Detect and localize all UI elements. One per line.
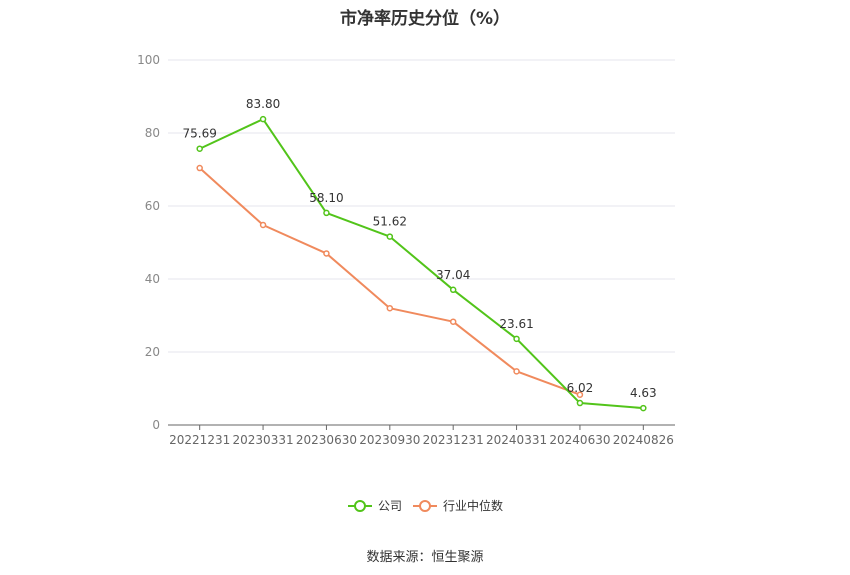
- y-tick-label: 0: [152, 418, 160, 432]
- company-data-label: 6.02: [567, 381, 594, 395]
- x-tick-label: 20240630: [549, 433, 610, 447]
- company-data-label: 23.61: [499, 317, 533, 331]
- company-data-point: [196, 145, 203, 152]
- company-data-point: [640, 404, 647, 412]
- industry-data-point: [513, 368, 520, 375]
- company-data-label: 51.62: [373, 215, 407, 229]
- legend-company-marker: [354, 500, 366, 512]
- y-tick-label: 40: [145, 272, 160, 286]
- legend-industry-label: 行业中位数: [443, 498, 503, 513]
- company-data-point: [449, 286, 457, 294]
- x-tick-label: 20240331: [486, 433, 547, 447]
- company-data-point: [259, 115, 267, 123]
- company-data-label: 4.63: [630, 386, 657, 400]
- y-tick-label: 60: [145, 199, 160, 213]
- company-data-point: [386, 233, 394, 240]
- company-data-label: 83.80: [246, 97, 280, 111]
- y-tick-label: 20: [145, 345, 160, 359]
- chart-title: 市净率历史分位（%）: [339, 9, 511, 29]
- x-tick-label: 20240826: [613, 433, 674, 447]
- company-data-point: [576, 399, 584, 407]
- x-tick-label: 20221231: [169, 433, 230, 447]
- company-data-label: 75.69: [183, 127, 217, 141]
- legend-company-label: 公司: [378, 499, 402, 513]
- industry-data-point: [323, 250, 330, 257]
- y-tick-label: 100: [137, 53, 160, 67]
- industry-data-point: [576, 391, 584, 398]
- industry-data-point: [196, 164, 203, 172]
- data-source: 数据来源：恒生聚源: [366, 550, 484, 565]
- x-tick-label: 20230630: [296, 433, 357, 447]
- industry-data-point: [449, 318, 457, 325]
- x-tick-label: 20230930: [359, 433, 420, 447]
- industry-data-point: [386, 304, 394, 312]
- x-tick-label: 20230331: [233, 433, 294, 447]
- company-data-label: 37.04: [436, 268, 470, 282]
- company-data-point: [513, 335, 520, 343]
- x-tick-label: 20231231: [423, 433, 484, 447]
- company-data-label: 58.10: [309, 191, 343, 205]
- legend-industry-marker: [419, 500, 431, 512]
- y-tick-label: 80: [145, 126, 160, 140]
- company-series-line: [199, 118, 644, 410]
- industry-series-line: [199, 167, 581, 396]
- company-data-point: [323, 209, 330, 217]
- industry-data-point: [259, 221, 267, 229]
